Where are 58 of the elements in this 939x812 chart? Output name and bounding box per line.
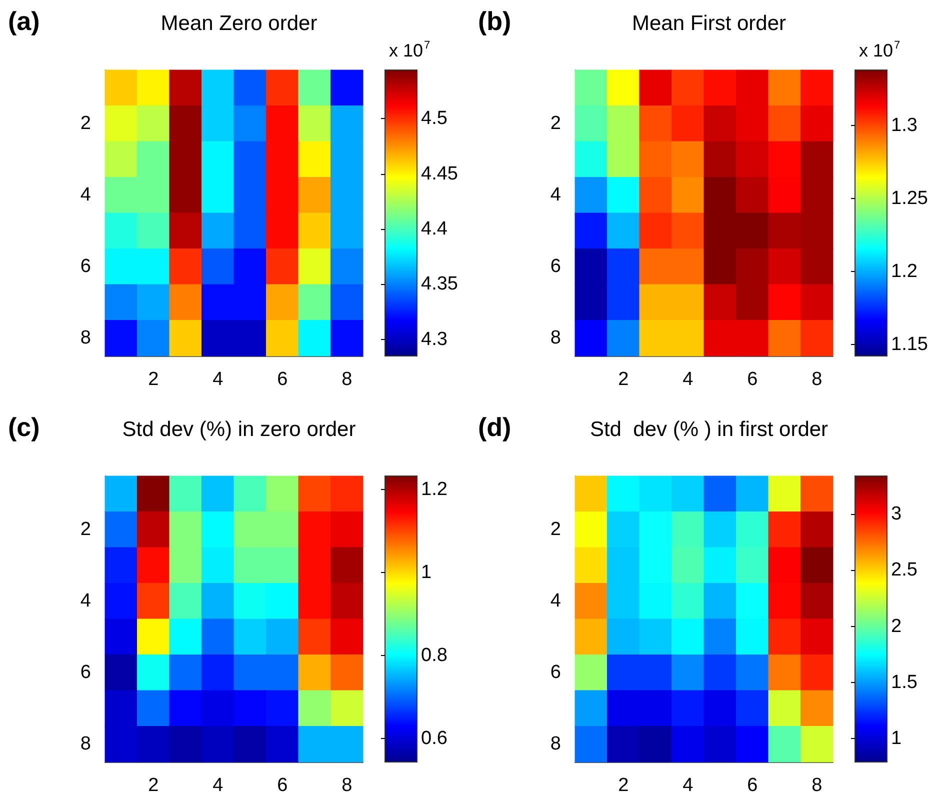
chart-title: Std dev (% ) in first order (590, 418, 828, 441)
y-tick-label: 6 (80, 256, 91, 278)
x-tick-label: 6 (277, 369, 288, 390)
y-tick-label: 2 (550, 113, 561, 134)
y-tick-label: 4 (80, 590, 92, 612)
color-bar-label: 1.5 (891, 672, 918, 693)
y-tick-label: 8 (550, 734, 561, 755)
x-tick-label: 2 (618, 369, 629, 390)
x-tick-label: 8 (812, 775, 822, 796)
y-tick-label: 6 (550, 662, 561, 684)
color-bar-label: 0.8 (421, 644, 448, 666)
y-tick-label: 2 (80, 113, 91, 134)
color-bar-label: 1 (421, 562, 432, 584)
color-bar-label: 4.5 (421, 108, 448, 130)
chart-title: Std dev (%) in zero order (122, 418, 356, 441)
y-tick-label: 6 (550, 256, 561, 278)
color-bar-label: 3 (891, 504, 902, 525)
text: (c) (8, 412, 40, 442)
y-tick-label: 6 (80, 662, 91, 684)
color-bar-label: 1.3 (891, 114, 918, 136)
y-tick-label: 2 (80, 519, 91, 540)
x-tick-label: 4 (212, 369, 224, 390)
color-bar-label: 4.4 (421, 218, 448, 240)
color-bar-label: 2 (891, 616, 902, 637)
x-tick-label: 4 (212, 775, 224, 796)
color-bar-label: 1.15 (891, 334, 928, 355)
text: (b) (478, 6, 512, 36)
x-tick-label: 8 (342, 369, 352, 390)
y-tick-label: 4 (550, 184, 562, 206)
color-bar-label: 2.5 (891, 560, 918, 581)
color-bar-label: 1.2 (891, 260, 918, 282)
color-bar-label: 4.3 (421, 328, 448, 350)
y-tick-label: 8 (80, 328, 91, 349)
x-tick-label: 4 (682, 775, 694, 796)
x-tick-label: 2 (618, 775, 629, 796)
text: (a) (8, 6, 40, 36)
x-tick-label: 2 (148, 369, 159, 390)
color-bar-label: 4.45 (421, 163, 458, 184)
color-bar-label: 0.6 (421, 728, 448, 749)
color-bar-label: 4.35 (421, 274, 458, 295)
x-tick-label: 6 (747, 775, 758, 796)
chart-title: Mean Zero order (160, 12, 318, 35)
x-tick-label: 8 (812, 369, 822, 390)
y-tick-label: 4 (80, 184, 92, 206)
y-tick-label: 2 (550, 519, 561, 540)
color-bar-label: 1.2 (421, 479, 448, 500)
x-tick-label: 8 (342, 775, 352, 796)
x-tick-label: 4 (682, 369, 694, 390)
x-tick-label: 6 (277, 775, 288, 796)
color-bar-label: 1 (891, 728, 902, 749)
y-tick-label: 4 (550, 590, 562, 612)
chart-title: Mean First order (632, 12, 786, 35)
text: (d) (478, 412, 512, 442)
x-tick-label: 2 (148, 775, 159, 796)
y-tick-label: 8 (80, 734, 91, 755)
color-bar-label: 1.25 (891, 188, 928, 209)
y-tick-label: 8 (550, 328, 561, 349)
x-tick-label: 6 (747, 369, 758, 390)
